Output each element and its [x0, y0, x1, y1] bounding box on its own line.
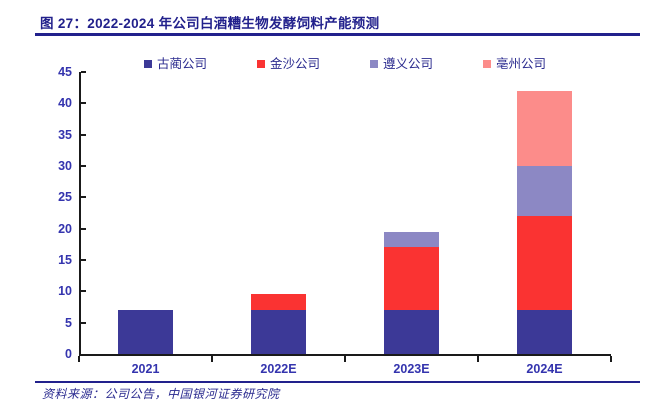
x-tick-mark [78, 356, 80, 362]
bar-segment-遵义公司 [517, 166, 572, 217]
legend-swatch-icon [483, 60, 492, 68]
x-category-label: 2021 [131, 362, 160, 376]
legend-label: 古蔺公司 [156, 57, 207, 71]
bar-segment-金沙公司 [384, 247, 439, 311]
x-tick-mark [610, 356, 612, 362]
y-tick-label: 10 [58, 284, 72, 299]
y-tick-label: 15 [58, 253, 72, 267]
bar-segment-古蔺公司 [384, 310, 439, 354]
legend-swatch-icon [370, 60, 378, 68]
y-axis-line [79, 72, 81, 356]
y-tick-label: 5 [65, 315, 72, 330]
x-tick-mark [477, 356, 479, 362]
bar-segment-金沙公司 [251, 294, 306, 311]
y-tick-label: 45 [58, 65, 72, 79]
y-tick-mark [81, 133, 86, 136]
y-tick-label: 40 [58, 96, 72, 111]
legend-swatch-icon [143, 60, 152, 68]
y-tick-mark [81, 290, 86, 293]
y-tick-label: 30 [58, 159, 72, 173]
bar-segment-金沙公司 [517, 216, 572, 311]
source-note: 资料来源：公司公告，中国银河证券研究院 [42, 387, 280, 400]
y-tick-label: 0 [65, 347, 72, 361]
y-tick-mark [81, 71, 86, 73]
legend-item: 金沙公司 [256, 56, 320, 72]
bar-segment-古蔺公司 [251, 310, 306, 354]
y-tick-mark [81, 321, 86, 324]
y-tick-mark [81, 227, 86, 230]
x-category-label: 2024E [526, 362, 563, 376]
source-rule [35, 381, 640, 383]
bar-segment-亳州公司 [517, 90, 572, 166]
x-tick-mark [344, 356, 346, 362]
legend-label: 亳州公司 [496, 57, 547, 71]
legend-item: 遵义公司 [370, 56, 433, 72]
bar-segment-古蔺公司 [517, 310, 572, 354]
x-category-label: 2023E [393, 362, 430, 376]
legend-item: 古蔺公司 [143, 56, 207, 72]
figure-title: 图 27：2022-2024 年公司白酒糟生物发酵饲料产能预测 [40, 16, 380, 31]
y-tick-mark [81, 102, 86, 105]
x-tick-mark [211, 356, 213, 362]
legend-swatch-icon [256, 60, 265, 68]
title-rule [35, 33, 640, 36]
y-tick-mark [81, 259, 86, 261]
y-tick-label: 20 [58, 221, 72, 236]
y-tick-label: 25 [58, 190, 72, 205]
x-axis-line [79, 354, 611, 356]
x-category-label: 2022E [260, 362, 297, 376]
legend-label: 金沙公司 [269, 57, 320, 71]
y-tick-label: 35 [58, 127, 72, 142]
legend-item: 亳州公司 [483, 56, 546, 72]
legend-label: 遵义公司 [383, 57, 434, 71]
bar-segment-遵义公司 [384, 231, 439, 248]
y-tick-mark [81, 196, 86, 199]
chart-legend: 古蔺公司 金沙公司 遵义公司 亳州公司 [78, 54, 612, 74]
y-tick-mark [81, 165, 86, 167]
bar-segment-古蔺公司 [118, 310, 173, 354]
